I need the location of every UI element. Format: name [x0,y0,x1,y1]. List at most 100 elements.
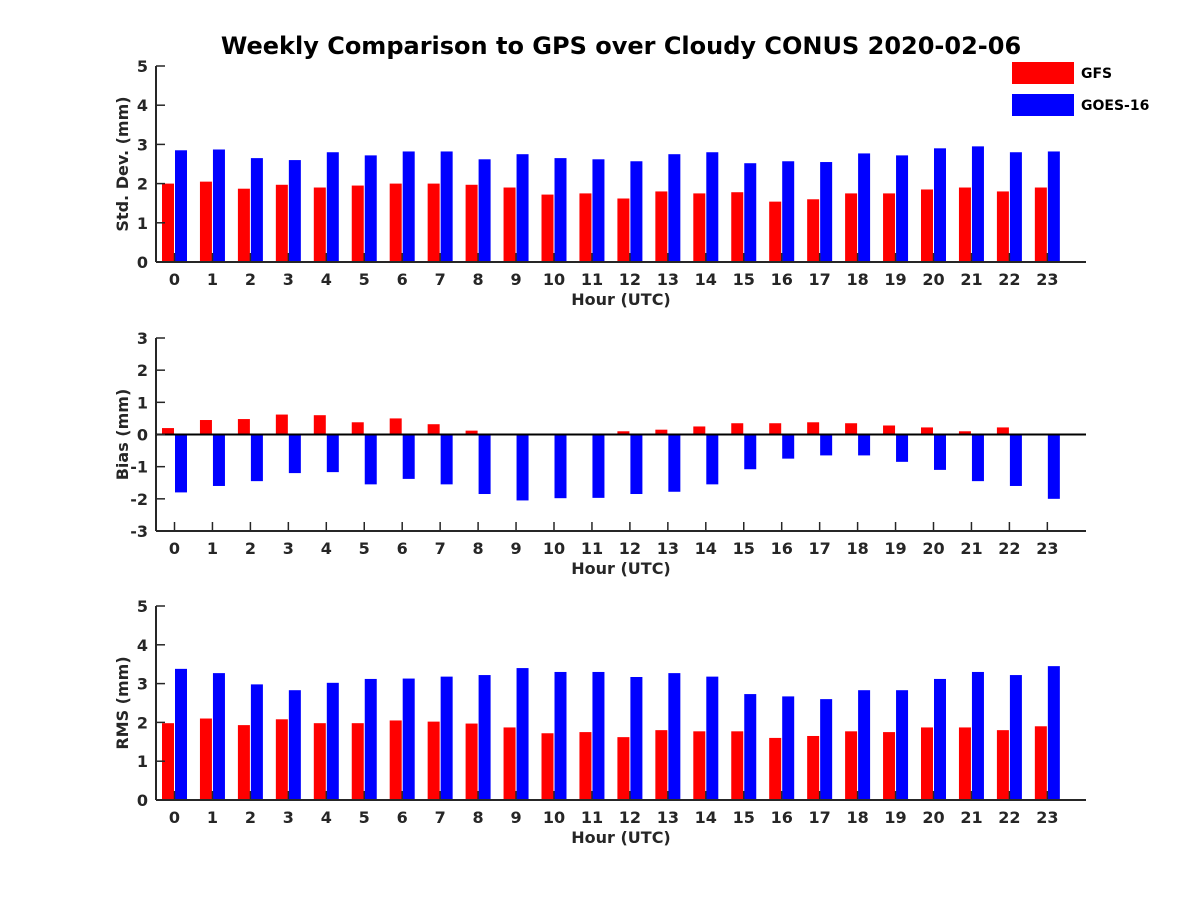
x-tick-label: 23 [1036,539,1058,558]
x-tick-label: 5 [359,539,370,558]
bar-goes-16-hour-23 [1047,151,1060,262]
y-tick-label: 5 [137,597,148,616]
bar-gfs-hour-18 [845,731,858,800]
y-axis-label: RMS (mm) [113,656,132,749]
x-tick-label: 15 [733,539,755,558]
bar-goes-16-hour-10 [554,434,567,499]
bar-goes-16-hour-0 [175,150,187,262]
y-tick-label: 2 [137,713,148,732]
bar-gfs-hour-15 [731,192,744,262]
bar-gfs-hour-16 [769,423,782,435]
x-tick-label: 0 [169,270,180,289]
y-axis-label: Bias (mm) [113,389,132,481]
bar-goes-16-hour-11 [592,434,605,498]
bar-goes-16-hour-1 [212,149,225,262]
x-tick-label: 13 [657,808,679,827]
x-tick-label: 11 [581,539,603,558]
figure-title: Weekly Comparison to GPS over Cloudy CON… [221,32,1021,60]
y-tick-label: 1 [137,214,148,233]
x-tick-label: 1 [207,808,218,827]
bar-gfs-hour-19 [883,425,896,435]
bar-gfs-hour-4 [313,723,326,800]
bar-goes-16-hour-22 [1009,434,1022,486]
bar-gfs-hour-14 [693,731,706,800]
x-tick-label: 6 [397,539,408,558]
bar-goes-16-hour-9 [516,434,529,501]
x-tick-label: 17 [809,539,831,558]
bar-goes-16-hour-2 [250,684,263,800]
y-tick-label: 5 [137,57,148,76]
bar-gfs-hour-19 [883,732,896,800]
bar-goes-16-hour-23 [1047,434,1060,499]
bar-gfs-hour-5 [351,723,364,800]
bar-gfs-hour-19 [883,193,896,262]
x-tick-label: 10 [543,270,565,289]
bar-gfs-hour-20 [921,727,933,800]
bar-goes-16-hour-22 [1009,675,1022,800]
x-tick-label: 11 [581,808,603,827]
y-tick-label: 1 [137,393,148,412]
bar-gfs-hour-20 [921,427,933,435]
bar-gfs-hour-1 [199,420,212,435]
bar-goes-16-hour-14 [706,152,719,262]
bar-gfs-hour-23 [1034,187,1047,262]
y-tick-label: 4 [137,636,148,655]
x-tick-label: 4 [321,808,332,827]
x-tick-label: 8 [473,270,484,289]
bar-goes-16-hour-13 [668,154,681,262]
x-tick-label: 5 [359,270,370,289]
x-tick-label: 6 [397,270,408,289]
bar-goes-16-hour-5 [364,678,377,800]
bar-goes-16-hour-18 [858,434,871,456]
bar-gfs-hour-8 [465,723,478,800]
bar-goes-16-hour-23 [1047,666,1060,800]
bar-gfs-hour-11 [579,193,592,262]
bar-gfs-hour-6 [389,183,402,262]
x-tick-label: 17 [809,808,831,827]
x-tick-label: 22 [998,539,1020,558]
bar-gfs-hour-9 [503,727,516,800]
y-tick-label: 2 [137,175,148,194]
bar-gfs-hour-2 [237,188,250,262]
x-tick-label: 12 [619,539,641,558]
bar-gfs-hour-17 [807,422,820,435]
bar-goes-16-hour-5 [364,155,377,262]
x-tick-label: 2 [245,808,256,827]
legend-label: GOES-16 [1081,98,1149,114]
x-tick-label: 13 [657,539,679,558]
bar-goes-16-hour-5 [364,434,377,485]
bar-gfs-hour-17 [807,735,820,800]
bar-goes-16-hour-16 [782,434,795,459]
bar-gfs-hour-12 [617,431,630,435]
legend-item-gfs: GFS [1012,62,1112,84]
bar-goes-16-hour-4 [326,434,339,473]
bar-gfs-hour-17 [807,199,820,262]
bar-goes-16-hour-2 [250,434,263,482]
bar-gfs-hour-18 [845,193,858,262]
bar-gfs-hour-11 [579,732,592,800]
x-tick-label: 18 [846,539,868,558]
x-tick-label: 14 [695,808,717,827]
x-axis-label: Hour (UTC) [571,290,671,309]
bar-goes-16-hour-9 [516,154,529,262]
x-tick-label: 0 [169,808,180,827]
bar-gfs-hour-16 [769,737,782,800]
x-axis-label: Hour (UTC) [571,828,671,847]
x-tick-label: 1 [207,270,218,289]
y-axis-label: Std. Dev. (mm) [113,96,132,231]
x-tick-label: 9 [510,270,521,289]
bar-gfs-hour-5 [351,185,364,262]
bar-gfs-hour-8 [465,184,478,262]
bar-goes-16-hour-3 [288,160,301,262]
bar-gfs-hour-2 [237,419,250,435]
bar-gfs-hour-6 [389,418,402,435]
bar-goes-16-hour-7 [440,434,453,485]
bar-goes-16-hour-1 [212,434,225,486]
bar-goes-16-hour-17 [820,434,833,456]
y-tick-label: 2 [137,361,148,380]
bar-goes-16-hour-0 [175,668,187,800]
